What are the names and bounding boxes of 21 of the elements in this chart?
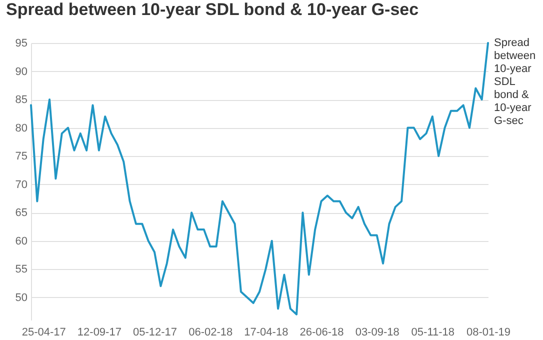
y-tick-label: 90	[15, 66, 28, 78]
y-tick-label: 70	[15, 178, 28, 191]
x-tick-label: 25-04-17	[22, 326, 66, 338]
y-tick-label: 55	[15, 264, 28, 276]
x-tick-label: 26-06-18	[300, 326, 344, 338]
x-tick-label: 06-02-18	[188, 326, 233, 338]
y-tick-label: 95	[15, 38, 28, 50]
y-tick-label: 65	[15, 207, 28, 220]
x-tick-label: 08-01-19	[466, 326, 511, 338]
y-tick-label: 75	[15, 150, 28, 163]
y-tick-label: 60	[15, 235, 28, 248]
y-tick-label: 85	[15, 94, 28, 106]
x-tick-label: 17-04-18	[244, 326, 288, 338]
x-tick-label: 05-12-17	[132, 326, 178, 338]
x-tick-label: 03-09-18	[355, 326, 400, 338]
series-label: Spread between 10-year SDL bond & 10-year G-sec	[494, 37, 536, 127]
chart-title: Spread between 10-year SDL bond & 10-year G-sec	[6, 0, 419, 19]
y-tick-label: 80	[15, 122, 28, 134]
x-tick-label: 05-11-18	[411, 326, 455, 338]
y-tick-label: 50	[15, 292, 28, 304]
x-tick-label: 12-09-17	[77, 326, 122, 338]
